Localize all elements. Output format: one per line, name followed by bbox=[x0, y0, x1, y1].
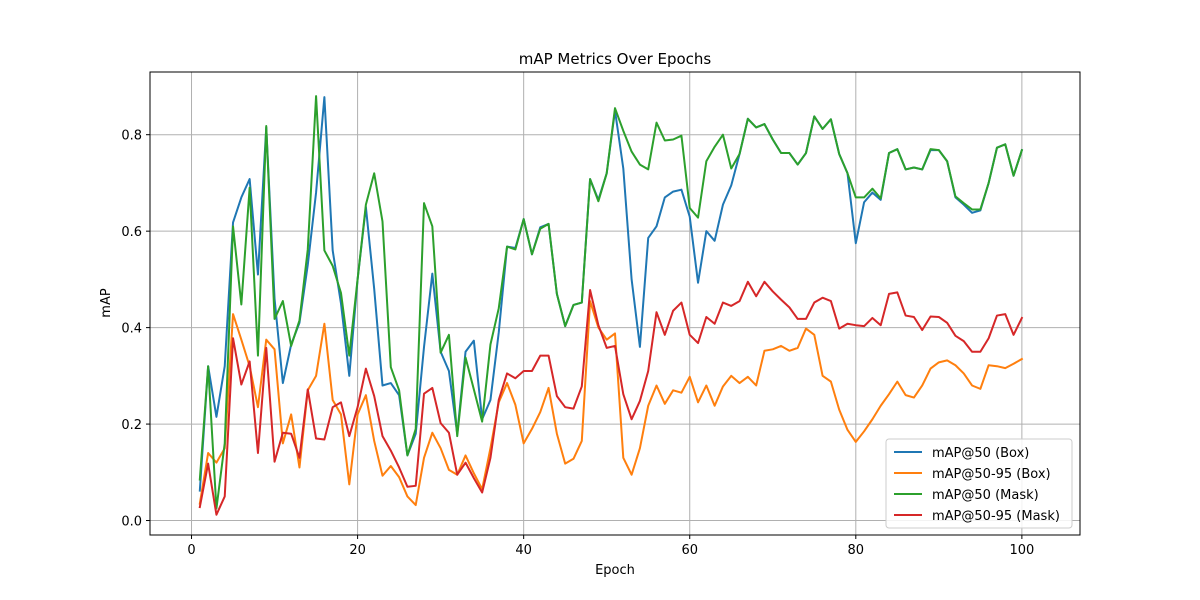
y-tick-label: 0.0 bbox=[121, 515, 142, 530]
y-tick-label: 0.4 bbox=[121, 322, 142, 337]
chart-title: mAP Metrics Over Epochs bbox=[519, 50, 712, 68]
x-tick-label: 80 bbox=[848, 543, 865, 558]
x-tick-label: 60 bbox=[681, 543, 698, 558]
x-axis-label: Epoch bbox=[595, 563, 635, 578]
x-tick-label: 40 bbox=[515, 543, 532, 558]
y-tick-label: 0.8 bbox=[121, 129, 142, 144]
legend-label: mAP@50-95 (Box) bbox=[932, 467, 1051, 482]
x-tick-label: 20 bbox=[349, 543, 366, 558]
x-tick-label: 0 bbox=[187, 543, 195, 558]
series-line-4 bbox=[198, 280, 1024, 516]
y-axis-label: mAP bbox=[99, 288, 114, 318]
legend-label: mAP@50 (Box) bbox=[932, 446, 1029, 461]
legend: mAP@50 (Box) mAP@50-95 (Box) mAP@50 (Mask)… bbox=[885, 438, 1073, 529]
x-tick-label: 100 bbox=[1009, 543, 1034, 558]
legend-label: mAP@50-95 (Mask) bbox=[932, 509, 1060, 524]
series-line-3 bbox=[198, 95, 1024, 510]
series-lines bbox=[198, 95, 1024, 516]
y-tick-label: 0.6 bbox=[121, 225, 142, 240]
plot-frame bbox=[149, 71, 1081, 536]
legend-label: mAP@50 (Mask) bbox=[932, 488, 1039, 503]
axis-ticks: 0 20 40 60 80 100 0.0 0.2 0.4 0.6 0.8 bbox=[121, 129, 1034, 558]
series-line-2 bbox=[198, 300, 1024, 507]
y-tick-label: 0.2 bbox=[121, 418, 142, 433]
legend-box bbox=[885, 438, 1073, 529]
